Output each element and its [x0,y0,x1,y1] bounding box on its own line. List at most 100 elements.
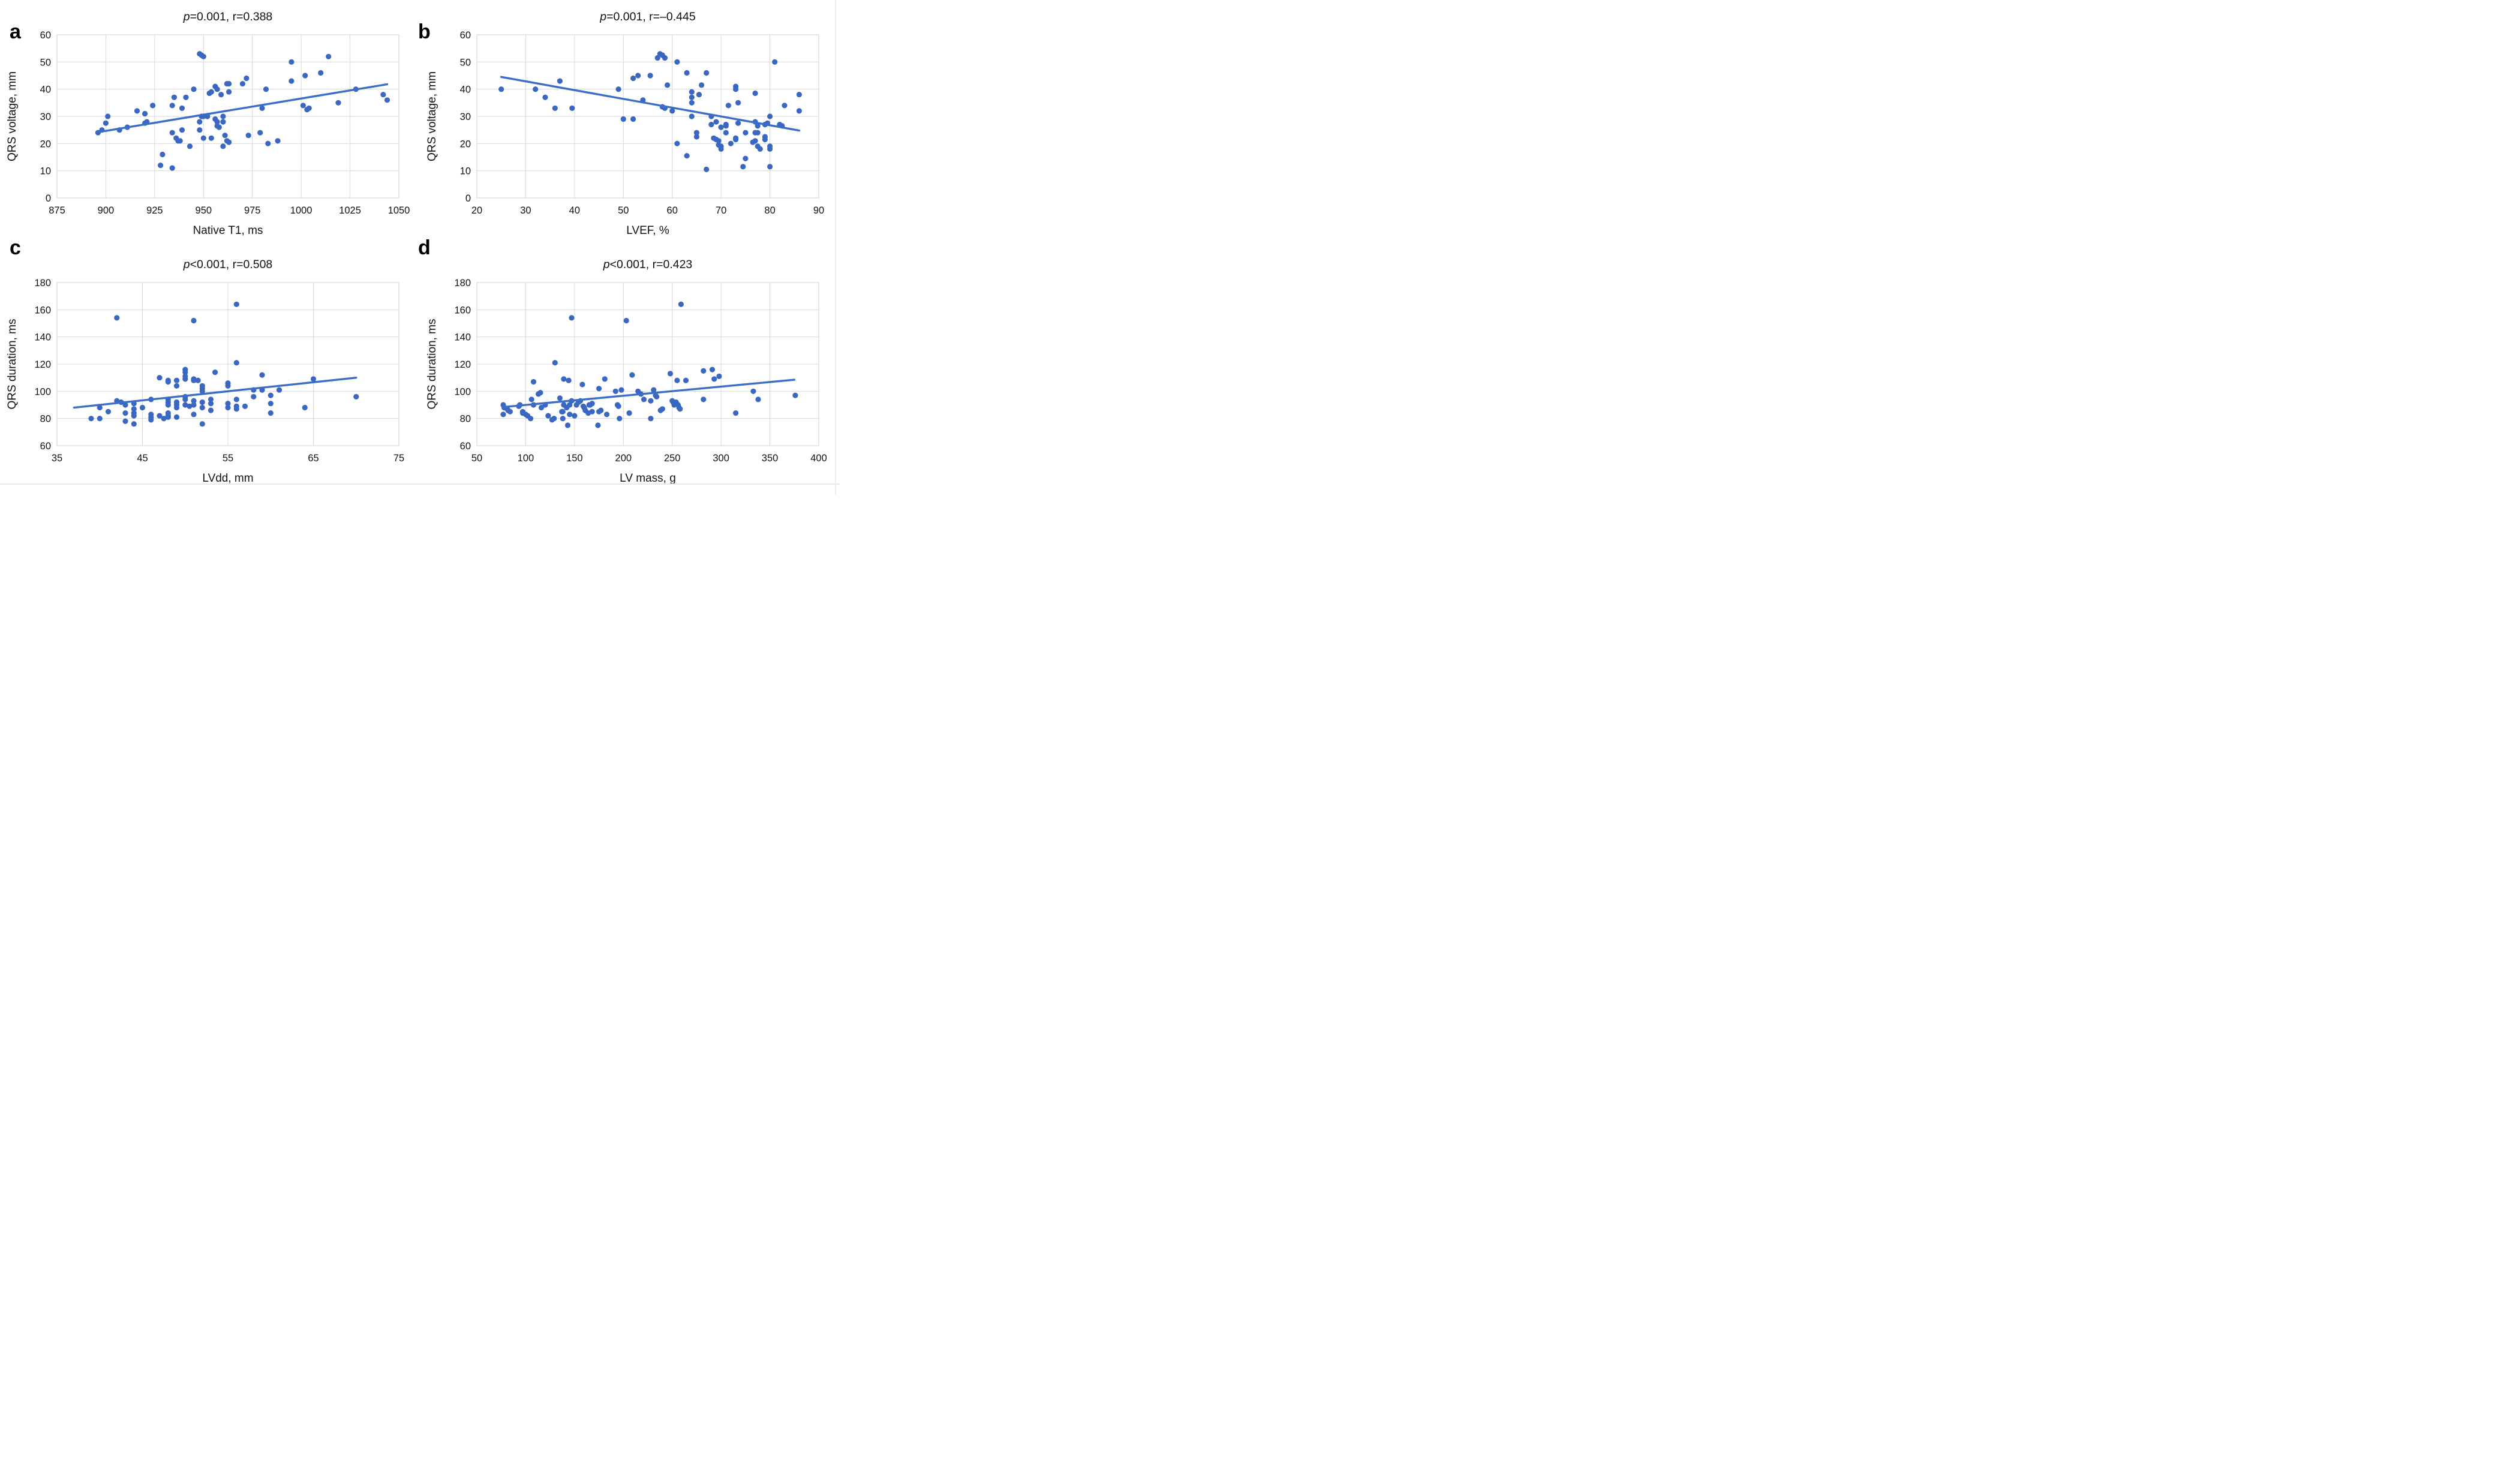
data-point [165,402,171,408]
data-point [589,401,595,407]
data-point [300,103,306,109]
data-point [302,73,308,79]
data-point [579,381,585,387]
data-point [214,119,220,125]
data-point [173,404,180,411]
data-point [735,100,741,106]
chart-title: p<0.001, r=0.508 [183,258,273,271]
data-point [708,122,714,128]
data-point [641,396,647,402]
data-point [552,105,558,111]
data-point [214,86,220,92]
trendline [503,378,795,408]
y-tick-label: 30 [40,112,51,122]
plot-border [56,282,399,446]
data-point [134,108,140,114]
data-point [233,360,239,366]
y-tick-label: 60 [460,30,471,41]
data-point [114,315,120,321]
panel-letter-d: d [418,236,431,259]
y-tick-label: 10 [460,166,471,177]
chart-title: p<0.001, r=0.423 [603,258,693,271]
y-tick-label: 100 [454,386,471,397]
data-point [718,146,724,152]
data-point [275,138,281,144]
data-point [173,377,180,383]
data-point [750,388,756,394]
data-point [537,390,543,396]
x-tick-label: 70 [716,205,726,216]
data-point [723,123,729,129]
y-tick-label: 80 [460,414,471,425]
data-point [302,404,308,411]
data-point [208,407,214,413]
data-point [693,134,699,140]
data-point [678,301,684,307]
data-point [667,371,674,377]
y-tick-label: 180 [34,278,51,289]
data-point [552,360,558,366]
data-point [216,124,222,130]
data-point [384,97,390,103]
data-point [169,103,175,109]
scatter-panel-a: 875 900 925 950 975 1000 1025 1050 0 10 20 30 40 50 60… [0,0,420,247]
data-point [197,119,203,125]
y-tick-label: 160 [454,305,471,316]
data-point [289,59,295,65]
x-tick-label: 35 [52,453,62,464]
x-tick-label: 75 [393,453,404,464]
data-point [709,367,716,372]
data-point [689,94,695,100]
data-point [218,92,224,98]
scatter-panel-b: 20 30 40 50 60 70 80 90 0 10 20 30 40 50 60 LVEF, % QRS … [420,0,840,247]
data-point [157,375,163,381]
data-point [796,108,802,114]
page-bottom-edge [0,483,840,485]
data-point [654,55,660,61]
data-point [723,130,729,136]
data-point [233,406,239,412]
data-point [740,164,746,170]
data-point [630,75,636,82]
data-point [88,416,94,422]
data-point [199,421,205,427]
data-point [718,124,724,130]
data-point [97,404,103,411]
data-point [743,130,749,136]
data-point [626,410,632,416]
page-right-edge [835,0,836,495]
data-point [142,110,148,117]
y-tick-label: 60 [40,30,51,41]
data-point [226,139,232,145]
data-point [199,388,205,394]
data-point [191,86,197,92]
data-point [648,398,654,404]
y-tick-label: 40 [40,85,51,95]
data-point [782,103,788,109]
x-tick-label: 875 [49,205,65,216]
y-tick-label: 20 [40,139,51,149]
data-point [693,130,699,136]
data-point [533,86,539,92]
data-point [165,377,171,383]
data-point [208,401,214,407]
data-point [699,82,705,88]
data-point [306,105,312,111]
x-tick-label: 20 [471,205,482,216]
y-axis-title: QRS duration, ms [426,319,438,410]
trendline [73,376,357,409]
data-point [498,86,504,92]
data-point [353,393,359,399]
data-point [567,411,573,417]
y-tick-label: 60 [460,441,471,452]
y-tick-label: 60 [40,441,51,452]
data-point [131,406,137,412]
x-tick-label: 900 [98,205,115,216]
data-point [122,410,128,416]
data-point [259,372,265,378]
x-axis-title: LVEF, % [626,224,669,237]
data-point [200,53,206,59]
data-point [179,105,185,111]
data-point [199,383,205,389]
y-tick-label: 140 [454,332,471,343]
